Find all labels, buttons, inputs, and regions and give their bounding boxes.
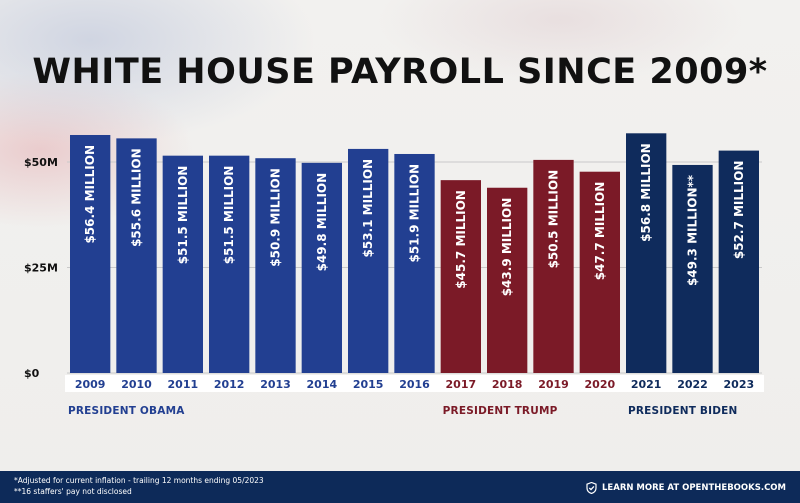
- bar-value-label: $52.7 MILLION: [732, 161, 746, 260]
- bar-2009: [70, 134, 111, 373]
- president-trump-label: PRESIDENT TRUMP: [442, 405, 558, 417]
- x-tick-label: 2012: [214, 378, 245, 391]
- y-tick-label: $0: [24, 367, 40, 380]
- bar-value-label: $50.9 MILLION: [269, 168, 283, 267]
- year-axis-strip: [65, 375, 764, 392]
- president-biden-label: PRESIDENT BIDEN: [628, 405, 738, 417]
- president-obama-label: PRESIDENT OBAMA: [68, 405, 185, 417]
- footnote-inflation: *Adjusted for current inflation - traili…: [14, 476, 264, 485]
- bar-value-label: $47.7 MILLION: [593, 182, 607, 281]
- footnote-undisclosed: **16 staffers' pay not disclosed: [14, 487, 132, 496]
- bar-value-label: $55.6 MILLION: [130, 148, 144, 247]
- bar-2016: [394, 153, 435, 373]
- x-tick-label: 2020: [585, 378, 616, 391]
- learn-more-link[interactable]: LEARN MORE AT OPENTHEBOOKS.COM: [586, 482, 786, 494]
- bar-value-label: $49.3 MILLION**: [686, 174, 700, 286]
- bar-2010: [116, 138, 157, 373]
- bar-2012: [209, 155, 250, 373]
- bar-2021: [626, 133, 667, 373]
- x-tick-label: 2022: [677, 378, 708, 391]
- bar-value-label: $45.7 MILLION: [454, 190, 468, 289]
- x-tick-label: 2010: [121, 378, 152, 391]
- x-tick-label: 2011: [168, 378, 199, 391]
- bar-2022: [672, 164, 713, 373]
- bar-value-label: $51.5 MILLION: [176, 166, 190, 265]
- bar-2017: [440, 180, 481, 373]
- x-tick-label: 2014: [307, 378, 338, 391]
- check-shield-icon: [586, 482, 597, 494]
- x-tick-label: 2016: [399, 378, 430, 391]
- bar-2018: [487, 187, 528, 373]
- bar-2011: [162, 155, 203, 373]
- bar-value-label: $56.4 MILLION: [83, 145, 97, 244]
- bar-2013: [255, 158, 296, 373]
- y-tick-label: $25M: [24, 262, 58, 275]
- learn-more-text: LEARN MORE AT OPENTHEBOOKS.COM: [602, 483, 786, 493]
- x-tick-label: 2021: [631, 378, 662, 391]
- bar-value-label: $53.1 MILLION: [361, 159, 375, 258]
- bar-value-label: $51.5 MILLION: [222, 166, 236, 265]
- footer-bar: *Adjusted for current inflation - traili…: [0, 471, 800, 503]
- bar-2023: [718, 150, 759, 373]
- payroll-bar-chart: $0 $25M $50M $56.4 MILLION 2009 $55.6 MILLION…: [24, 133, 764, 392]
- x-tick-label: 2009: [75, 378, 106, 391]
- x-tick-label: 2015: [353, 378, 384, 391]
- bar-value-label: $51.9 MILLION: [408, 164, 422, 263]
- bar-2015: [348, 148, 389, 373]
- y-tick-label: $50M: [24, 156, 58, 169]
- bar-2020: [579, 171, 620, 373]
- x-tick-label: 2018: [492, 378, 523, 391]
- bar-value-label: $49.8 MILLION: [315, 173, 329, 272]
- bar-2019: [533, 159, 574, 373]
- chart-title: WHITE HOUSE PAYROLL SINCE 2009*: [32, 52, 768, 92]
- x-tick-label: 2019: [538, 378, 569, 391]
- x-tick-label: 2013: [260, 378, 291, 391]
- x-tick-label: 2023: [724, 378, 755, 391]
- x-tick-label: 2017: [446, 378, 477, 391]
- bar-value-label: $56.8 MILLION: [639, 143, 653, 242]
- bar-value-label: $43.9 MILLION: [500, 198, 514, 297]
- bar-2014: [301, 162, 342, 373]
- bar-value-label: $50.5 MILLION: [547, 170, 561, 269]
